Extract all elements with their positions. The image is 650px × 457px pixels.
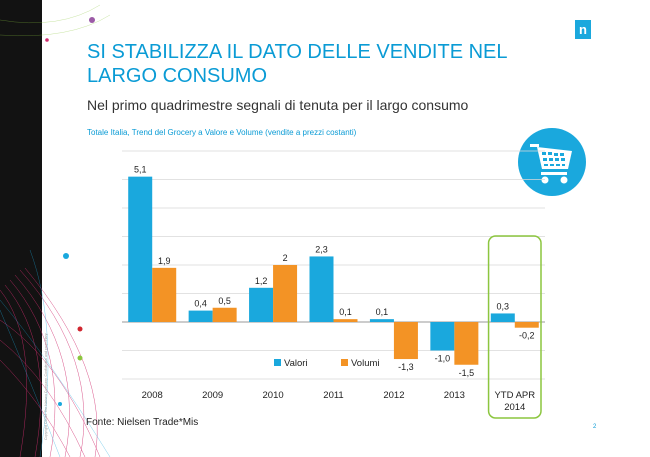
legend-swatch [341, 359, 348, 366]
source-note: Fonte: Nielsen Trade*Mis [86, 417, 199, 428]
bar-valori [369, 319, 394, 322]
nielsen-logo: n [575, 20, 591, 39]
bar-volumi [393, 322, 418, 360]
highlight-box [487, 235, 542, 419]
bar-valori [430, 322, 455, 351]
category-label: 2014 [504, 402, 525, 413]
data-label-valori: 0,4 [194, 299, 207, 309]
bar-valori [128, 176, 153, 322]
bar-valori [188, 310, 213, 322]
bar-valori [249, 287, 274, 322]
data-label-valori: 5,1 [134, 165, 147, 175]
data-label-volumi: 0,5 [218, 296, 231, 306]
bar-valori [309, 256, 334, 322]
slide-title: SI STABILIZZA IL DATO DELLE VENDITE NEL … [87, 41, 507, 87]
legend-swatch [274, 359, 281, 366]
logo-letter: n [579, 22, 587, 37]
category-label: 2010 [263, 390, 284, 401]
legend-label: Valori [284, 358, 308, 369]
bar-valori [490, 313, 515, 322]
legend-label: Volumi [351, 358, 380, 369]
bar-volumi [333, 319, 358, 322]
shopping-cart-icon [518, 128, 586, 196]
side-decoration-strip [0, 0, 42, 457]
data-label-volumi: 1,9 [158, 256, 171, 266]
data-label-volumi: 2 [283, 253, 288, 263]
data-label-valori: 2,3 [315, 244, 328, 254]
bar-volumi [212, 307, 237, 322]
category-label: 2011 [323, 390, 343, 401]
bar-volumi [514, 322, 539, 328]
bar-volumi [273, 265, 298, 322]
data-label-volumi: -1,3 [398, 362, 414, 372]
category-label: 2012 [383, 390, 404, 401]
data-label-valori: 0,3 [497, 301, 510, 311]
bar-volumi [454, 322, 479, 365]
chart-caption: Totale Italia, Trend del Grocery a Valor… [87, 128, 357, 137]
data-label-volumi: -1,5 [459, 368, 475, 378]
page-number: 2 [593, 424, 597, 430]
data-label-valori: 1,2 [255, 276, 268, 286]
data-label-valori: 0,1 [376, 307, 389, 317]
category-label: 2013 [444, 390, 465, 401]
data-label-volumi: 0,1 [339, 307, 352, 317]
category-label: 2008 [142, 390, 163, 401]
decorative-network-graphic [0, 4, 111, 457]
slide-subtitle: Nel primo quadrimestre segnali di tenuta… [87, 97, 469, 113]
data-label-valori: -1,0 [435, 354, 451, 364]
category-label: YTD APR [494, 390, 535, 401]
category-label: 2009 [202, 390, 223, 401]
data-label-volumi: -0,2 [519, 331, 535, 341]
bar-volumi [152, 267, 177, 322]
